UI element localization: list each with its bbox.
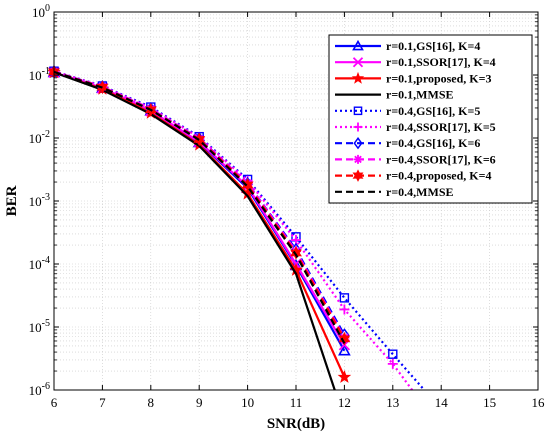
legend-item: r=0.4,GS[16], K=6 — [335, 136, 480, 150]
x-tick-label: 12 — [338, 395, 351, 410]
data-point — [352, 39, 364, 51]
legend-item: r=0.1,GS[16], K=4 — [335, 39, 480, 53]
x-tick-label: 10 — [241, 395, 254, 410]
legend-item: r=0.1,MMSE — [335, 88, 454, 102]
y-tick-label: 10-3 — [29, 192, 50, 209]
data-point — [352, 169, 364, 182]
legend-item: r=0.1,SSOR[17], K=4 — [335, 55, 496, 69]
data-point — [339, 304, 350, 315]
x-tick-label: 6 — [51, 395, 58, 410]
legend-item: r=0.4,proposed, K=4 — [335, 169, 491, 183]
legend-label: r=0.4,MMSE — [386, 185, 454, 199]
y-tick-label: 10-5 — [29, 318, 50, 335]
y-tick-label: 10-6 — [29, 381, 50, 398]
series-layer — [47, 64, 426, 391]
data-point — [352, 57, 364, 68]
data-point — [338, 344, 351, 356]
data-point — [353, 154, 363, 164]
data-point — [353, 106, 363, 116]
legend-item: r=0.4,SSOR[17], K=5 — [335, 120, 496, 134]
data-point — [353, 122, 363, 132]
data-point — [387, 358, 398, 369]
y-axis-label: BER — [4, 185, 20, 216]
x-axis-label: SNR(dB) — [267, 416, 325, 432]
data-point — [338, 331, 351, 346]
data-point — [337, 369, 352, 383]
x-tick-label: 14 — [435, 395, 449, 410]
data-point — [388, 349, 398, 359]
x-tick-label: 9 — [196, 395, 203, 410]
legend-label: r=0.1,proposed, K=3 — [386, 71, 491, 85]
legend-item: r=0.4,MMSE — [335, 185, 454, 199]
legend-label: r=0.4,GS[16], K=5 — [386, 104, 480, 118]
axis-ticks — [53, 11, 539, 391]
legend-label: r=0.4,GS[16], K=6 — [386, 136, 480, 150]
x-tick-label: 13 — [386, 395, 399, 410]
legend-item: r=0.1,proposed, K=3 — [335, 71, 491, 85]
series-10 — [53, 70, 346, 344]
x-tick-label: 8 — [148, 395, 155, 410]
legend-item: r=0.4,SSOR[17], K=6 — [335, 152, 496, 166]
legend-label: r=0.1,SSOR[17], K=4 — [386, 55, 496, 69]
x-tick-label: 7 — [99, 395, 106, 410]
legend-label: r=0.1,GS[16], K=4 — [386, 39, 480, 53]
x-tick-label: 16 — [532, 395, 546, 410]
y-tick-labels: 10-6 10-5 10-4 10-3 10-2 10-1 100 — [29, 3, 50, 398]
legend-item: r=0.4,GS[16], K=5 — [335, 104, 480, 118]
x-tick-label: 15 — [483, 395, 496, 410]
y-tick-label: 10-4 — [29, 255, 50, 272]
x-tick-labels: 6 7 8 9 10 11 12 13 14 15 16 — [51, 395, 545, 410]
y-tick-label: 100 — [32, 3, 50, 20]
legend: r=0.1,GS[16], K=4 r=0.1,SSOR[17], K=4 r=0.… — [328, 34, 533, 204]
legend-label: r=0.4,SSOR[17], K=5 — [386, 120, 496, 134]
data-point — [351, 71, 365, 84]
y-tick-label: 10-1 — [29, 66, 50, 83]
legend-label: r=0.4,proposed, K=4 — [386, 169, 491, 183]
series-line — [53, 70, 346, 344]
legend-label: r=0.4,SSOR[17], K=6 — [386, 152, 496, 166]
y-tick-label: 10-2 — [29, 129, 50, 146]
legend-label: r=0.1,MMSE — [386, 88, 454, 102]
data-point — [339, 293, 350, 303]
x-tick-label: 11 — [290, 395, 303, 410]
data-point — [353, 136, 363, 150]
